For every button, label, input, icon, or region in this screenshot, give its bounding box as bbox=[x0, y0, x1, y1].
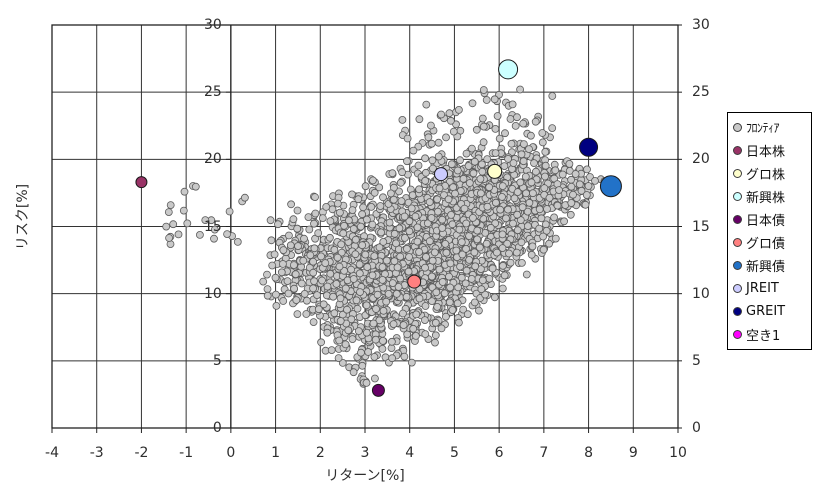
legend-marker-global-bond-icon bbox=[733, 238, 742, 247]
y-tick-label-left: 5 bbox=[212, 352, 222, 369]
legend-item-label: GREIT bbox=[746, 304, 786, 319]
x-tick-label: 2 bbox=[315, 445, 325, 461]
legend[interactable]: ﾌﾛﾝﾃｨｱ 日本株グロ株新興株日本債グロ債新興債 JREIT GREIT 空き1 bbox=[727, 112, 812, 350]
y-tick-label-left: 10 bbox=[204, 285, 222, 302]
legend-item-label: 日本株 bbox=[746, 145, 786, 160]
legend-item-jreit[interactable]: JREIT bbox=[733, 277, 810, 300]
x-tick-label: 7 bbox=[539, 445, 549, 461]
y-tick-label-left: 25 bbox=[204, 84, 222, 101]
legend-marker-jreit-icon bbox=[733, 284, 742, 293]
y-tick-label-right: 10 bbox=[692, 285, 710, 302]
legend-marker-empty1-icon bbox=[733, 330, 742, 339]
legend-marker-greit-icon bbox=[733, 307, 742, 316]
legend-item-label: 日本債 bbox=[746, 214, 786, 229]
point-japan-equity[interactable] bbox=[135, 176, 148, 189]
x-tick-label: 8 bbox=[584, 445, 594, 461]
legend-marker-emerging-equity-icon bbox=[733, 192, 742, 201]
legend-item-frontier[interactable]: ﾌﾛﾝﾃｨｱ bbox=[733, 116, 810, 139]
legend-marker-global-equity-icon bbox=[733, 169, 742, 178]
x-tick-label: -1 bbox=[179, 445, 194, 461]
legend-item-emerging-equity[interactable]: 新興株 bbox=[733, 185, 810, 208]
y-tick-label-right: 25 bbox=[692, 84, 710, 101]
legend-marker-japan-equity-icon bbox=[733, 146, 742, 155]
x-tick-label: -3 bbox=[89, 445, 104, 461]
x-axis-title: リターン[%] bbox=[325, 468, 405, 484]
y-tick-label-right: 0 bbox=[692, 420, 701, 436]
point-jreit[interactable] bbox=[434, 167, 449, 182]
legend-marker-frontier-icon bbox=[733, 123, 742, 132]
x-tick-label: 6 bbox=[494, 445, 504, 461]
legend-item-empty1[interactable]: 空き1 bbox=[733, 323, 810, 346]
point-emerging-equity[interactable] bbox=[498, 59, 519, 80]
point-greit[interactable] bbox=[579, 137, 599, 157]
y-tick-label-left: 0 bbox=[212, 420, 222, 436]
legend-item-japan-bond[interactable]: 日本債 bbox=[733, 208, 810, 231]
point-japan-bond[interactable] bbox=[371, 383, 385, 397]
point-global-equity[interactable] bbox=[487, 163, 503, 179]
legend-item-global-bond[interactable]: グロ債 bbox=[733, 231, 810, 254]
x-tick-label: 10 bbox=[669, 445, 687, 461]
x-tick-label: 1 bbox=[271, 445, 281, 461]
point-global-bond[interactable] bbox=[407, 274, 422, 289]
legend-marker-emerging-bond-icon bbox=[733, 261, 742, 270]
legend-item-global-equity[interactable]: グロ株 bbox=[733, 162, 810, 185]
y-tick-label-right: 30 bbox=[692, 17, 710, 33]
y-tick-label-left: 20 bbox=[204, 151, 222, 168]
x-tick-label: -4 bbox=[45, 445, 59, 461]
legend-item-label: 新興株 bbox=[746, 191, 786, 206]
x-tick-label: 4 bbox=[405, 445, 415, 461]
legend-item-greit[interactable]: GREIT bbox=[733, 300, 810, 323]
legend-marker-japan-bond-icon bbox=[733, 215, 742, 224]
point-emerging-bond[interactable] bbox=[599, 175, 622, 198]
x-tick-label: 5 bbox=[449, 445, 459, 461]
legend-item-label: グロ株 bbox=[746, 168, 786, 183]
y-tick-label-right: 20 bbox=[692, 151, 710, 168]
legend-item-label: 空き1 bbox=[746, 329, 781, 344]
legend-item-label: グロ債 bbox=[746, 237, 786, 252]
y-tick-label-left: 30 bbox=[204, 17, 222, 33]
legend-item-emerging-bond[interactable]: 新興債 bbox=[733, 254, 810, 277]
frontier-point-cloud bbox=[162, 85, 609, 388]
x-tick-label: 3 bbox=[360, 445, 370, 461]
legend-item-label: ﾌﾛﾝﾃｨｱ bbox=[746, 121, 780, 135]
x-tick-label: 9 bbox=[628, 445, 638, 461]
x-tick-label: -2 bbox=[134, 445, 149, 461]
y-tick-label-right: 5 bbox=[692, 352, 701, 369]
x-tick-label: 0 bbox=[226, 445, 236, 461]
legend-item-label: 新興債 bbox=[746, 260, 786, 275]
legend-item-label: JREIT bbox=[746, 281, 779, 296]
y-tick-label-right: 15 bbox=[692, 218, 710, 235]
y-tick-label-left: 15 bbox=[204, 218, 222, 235]
y-axis-title: リスク[%] bbox=[15, 183, 31, 251]
legend-item-japan-equity[interactable]: 日本株 bbox=[733, 139, 810, 162]
